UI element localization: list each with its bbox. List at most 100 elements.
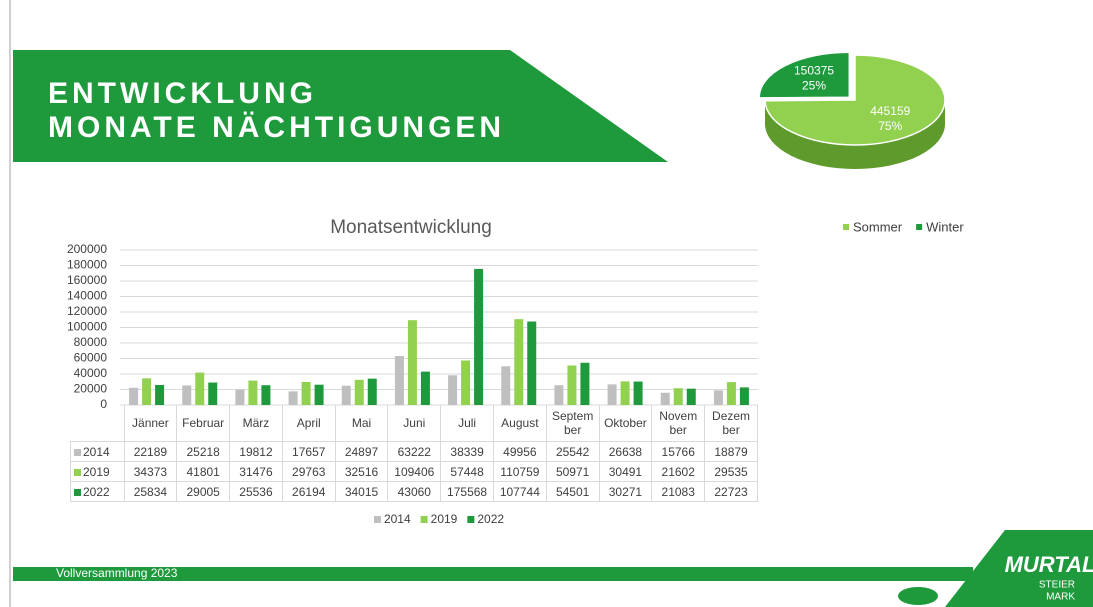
bar [195, 372, 205, 405]
table-value: 54501 [545, 481, 600, 502]
table-value: 109406 [387, 461, 442, 482]
footer-text: Vollversammlung 2023 [56, 566, 178, 580]
table-value: 49956 [492, 441, 547, 462]
category-label: Juni [387, 405, 442, 442]
logo-name: MURTAL [1005, 552, 1093, 577]
category-label: Dezem ber [704, 405, 758, 442]
bar [420, 371, 430, 405]
legend-key [467, 516, 475, 523]
legend-key [74, 448, 81, 456]
table-value: 31476 [229, 461, 283, 482]
bar [713, 390, 723, 405]
bar [288, 391, 298, 405]
y-tick-label: 60000 [74, 351, 108, 365]
pie-slice [764, 54, 946, 146]
table-value: 63222 [387, 441, 442, 462]
bar [155, 384, 165, 405]
bar [673, 388, 683, 405]
y-tick-label: 0 [100, 397, 107, 411]
y-tick-label: 40000 [74, 366, 108, 380]
bar [660, 392, 670, 405]
title-line: MONATE NÄCHTIGUNGEN [48, 111, 505, 144]
table-value: 34373 [123, 461, 178, 482]
y-tick-label: 100000 [67, 320, 107, 334]
table-value: 50971 [545, 461, 600, 482]
logo-shape [945, 530, 1093, 607]
table-value: 25218 [176, 441, 231, 462]
bar [633, 381, 643, 405]
slice-percent: 75% [878, 119, 902, 133]
logo-sub: STEIER [1039, 580, 1075, 591]
category-label: August [492, 405, 547, 442]
bar [527, 321, 537, 405]
table-value: 17657 [281, 441, 336, 462]
table-value: 29005 [176, 481, 231, 502]
badge [898, 587, 938, 605]
bar [394, 356, 404, 405]
slice-value: 150375 [794, 63, 834, 77]
bar [142, 378, 152, 405]
series-label: 2022 [83, 484, 110, 499]
category-label: Juli [440, 405, 494, 442]
table-header-row: Jänner Februar März April Mai Juni Juli August S… [71, 405, 758, 442]
footer-bar [13, 567, 973, 581]
table-value: 22189 [123, 441, 178, 462]
bar [235, 389, 245, 405]
legend-key [916, 224, 923, 230]
bar [607, 384, 617, 405]
category-label: März [229, 405, 283, 442]
bar [261, 385, 271, 405]
bar [448, 375, 458, 405]
category-label: Februar [176, 405, 231, 442]
legend-label: 2014 [384, 512, 411, 526]
table-value: 30491 [598, 461, 653, 482]
bar [620, 381, 630, 405]
category-label: April [281, 405, 336, 442]
legend-label: Winter [926, 219, 964, 234]
y-tick-label: 20000 [74, 382, 108, 396]
series-cell: 2022 [70, 481, 125, 502]
y-tick-label: 160000 [67, 273, 107, 287]
bar [514, 319, 524, 405]
table-value: 25834 [123, 481, 178, 502]
series-cell: 2014 [70, 441, 125, 462]
bar [314, 384, 324, 405]
y-tick-label: 80000 [74, 335, 108, 349]
category-label: Oktober [598, 405, 653, 442]
slice-value: 445159 [870, 104, 910, 118]
title-banner [13, 50, 668, 162]
bar [182, 385, 192, 405]
bar [567, 365, 577, 405]
legend-label: 2022 [477, 512, 504, 526]
table-value: 38339 [440, 441, 494, 462]
table-value: 107744 [492, 481, 547, 502]
bar [129, 387, 139, 405]
bar [248, 380, 258, 405]
table-value: 25542 [545, 441, 600, 462]
series-label: 2019 [83, 464, 110, 479]
bar [474, 268, 484, 405]
table-value: 43060 [387, 481, 442, 502]
table-value: 24897 [334, 441, 389, 462]
table-value: 22723 [704, 481, 758, 502]
y-tick-label: 180000 [67, 258, 107, 272]
table-value: 175568 [440, 481, 494, 502]
table-value: 19812 [229, 441, 283, 462]
table-corner [71, 405, 125, 442]
table-value: 15766 [651, 441, 706, 462]
legend-label: 2019 [431, 512, 458, 526]
table-value: 18879 [704, 441, 758, 462]
bar [739, 387, 749, 405]
bar [726, 382, 736, 405]
bar [580, 362, 590, 405]
table-value: 57448 [440, 461, 494, 482]
logo-sub: MARK [1046, 592, 1075, 603]
bar [461, 360, 471, 405]
table-value: 29535 [704, 461, 758, 482]
table-value: 30271 [598, 481, 653, 502]
chart-title: Monatsentwicklung [330, 217, 492, 238]
table-value: 34015 [334, 481, 389, 502]
legend-key [74, 468, 81, 476]
